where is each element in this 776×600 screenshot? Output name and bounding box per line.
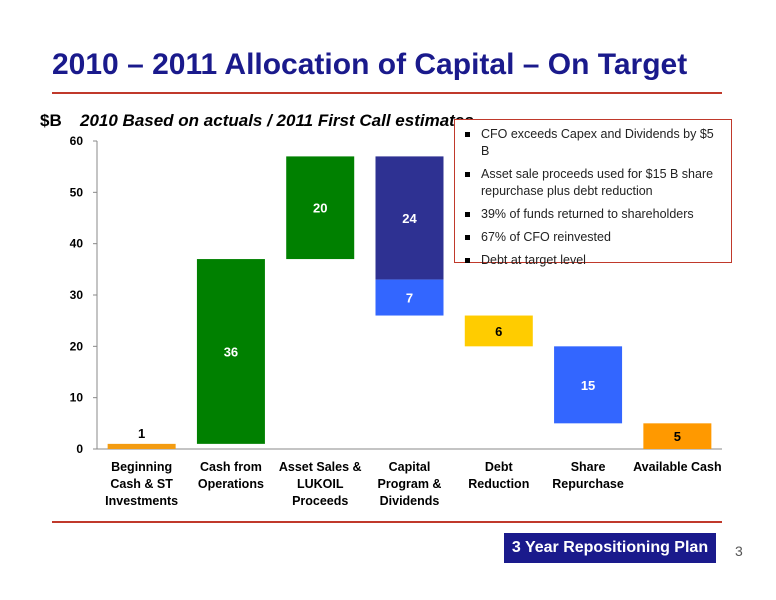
x-category-label: Asset Sales & [279, 460, 362, 474]
x-category-label: Cash from [200, 460, 262, 474]
bottom-divider [52, 521, 722, 523]
x-category-label: Operations [198, 477, 264, 491]
x-category-label: Program & [378, 477, 442, 491]
x-category-label: Investments [105, 494, 178, 508]
bar-value-label: 15 [581, 378, 595, 393]
waterfall-bar [643, 423, 712, 449]
bar-value-label: 7 [406, 291, 413, 306]
bullet-square-icon [465, 212, 470, 217]
x-category-label: Available Cash [633, 460, 721, 474]
bar-value-label: 36 [224, 344, 238, 359]
y-tick-label: 30 [70, 288, 84, 302]
waterfall-bar [375, 156, 444, 280]
bar-value-label: 24 [402, 211, 417, 226]
callout-box: CFO exceeds Capex and Dividends by $5 B A… [454, 119, 732, 267]
waterfall-bar [375, 279, 444, 316]
unit-label: $B [40, 111, 62, 130]
callout-list: CFO exceeds Capex and Dividends by $5 B A… [463, 126, 723, 269]
bar-value-label: 5 [674, 429, 681, 444]
x-category-label: LUKOIL [297, 477, 344, 491]
callout-bullet-text: Asset sale proceeds used for $15 B share… [481, 167, 714, 198]
waterfall-bar [286, 156, 355, 260]
y-tick-label: 60 [70, 134, 84, 148]
x-category-label: Capital [389, 460, 431, 474]
x-category-label: Proceeds [292, 494, 348, 508]
bullet-square-icon [465, 258, 470, 263]
callout-bullet-text: 39% of funds returned to shareholders [481, 207, 694, 221]
x-category-label: Cash & ST [110, 477, 173, 491]
callout-bullet: 67% of CFO reinvested [463, 229, 723, 246]
x-category-label: Repurchase [552, 477, 624, 491]
waterfall-bar [554, 346, 623, 424]
slide-title: 2010 – 2011 Allocation of Capital – On T… [52, 48, 688, 81]
chart-subtitle: 2010 Based on actuals / 2011 First Call … [80, 111, 474, 130]
callout-bullet-text: 67% of CFO reinvested [481, 230, 611, 244]
y-tick-label: 20 [70, 339, 84, 353]
bar-value-label: 20 [313, 201, 327, 216]
waterfall-bar [464, 315, 533, 347]
callout-bullet: CFO exceeds Capex and Dividends by $5 B [463, 126, 723, 160]
x-category-label: Debt [485, 460, 514, 474]
bullet-square-icon [465, 172, 470, 177]
bar-value-label: 1 [138, 426, 145, 441]
x-category-label: Dividends [380, 494, 440, 508]
x-category-label: Share [571, 460, 606, 474]
waterfall-bar [107, 443, 176, 449]
x-category-label: Reduction [468, 477, 529, 491]
y-tick-label: 40 [70, 237, 84, 251]
bullet-square-icon [465, 132, 470, 137]
waterfall-bar [196, 259, 265, 444]
y-tick-label: 10 [70, 391, 84, 405]
y-tick-label: 50 [70, 185, 84, 199]
bullet-square-icon [465, 235, 470, 240]
page-number: 3 [735, 543, 743, 559]
callout-bullet: Asset sale proceeds used for $15 B share… [463, 166, 723, 200]
x-category-label: Beginning [111, 460, 172, 474]
plan-badge: 3 Year Repositioning Plan [504, 533, 716, 563]
bar-value-label: 6 [495, 324, 502, 339]
callout-bullet: Debt at target level [463, 252, 723, 269]
y-tick-label: 0 [76, 442, 83, 456]
callout-bullet-text: Debt at target level [481, 253, 586, 267]
callout-bullet: 39% of funds returned to shareholders [463, 206, 723, 223]
callout-bullet-text: CFO exceeds Capex and Dividends by $5 B [481, 127, 714, 158]
title-divider [52, 92, 722, 94]
